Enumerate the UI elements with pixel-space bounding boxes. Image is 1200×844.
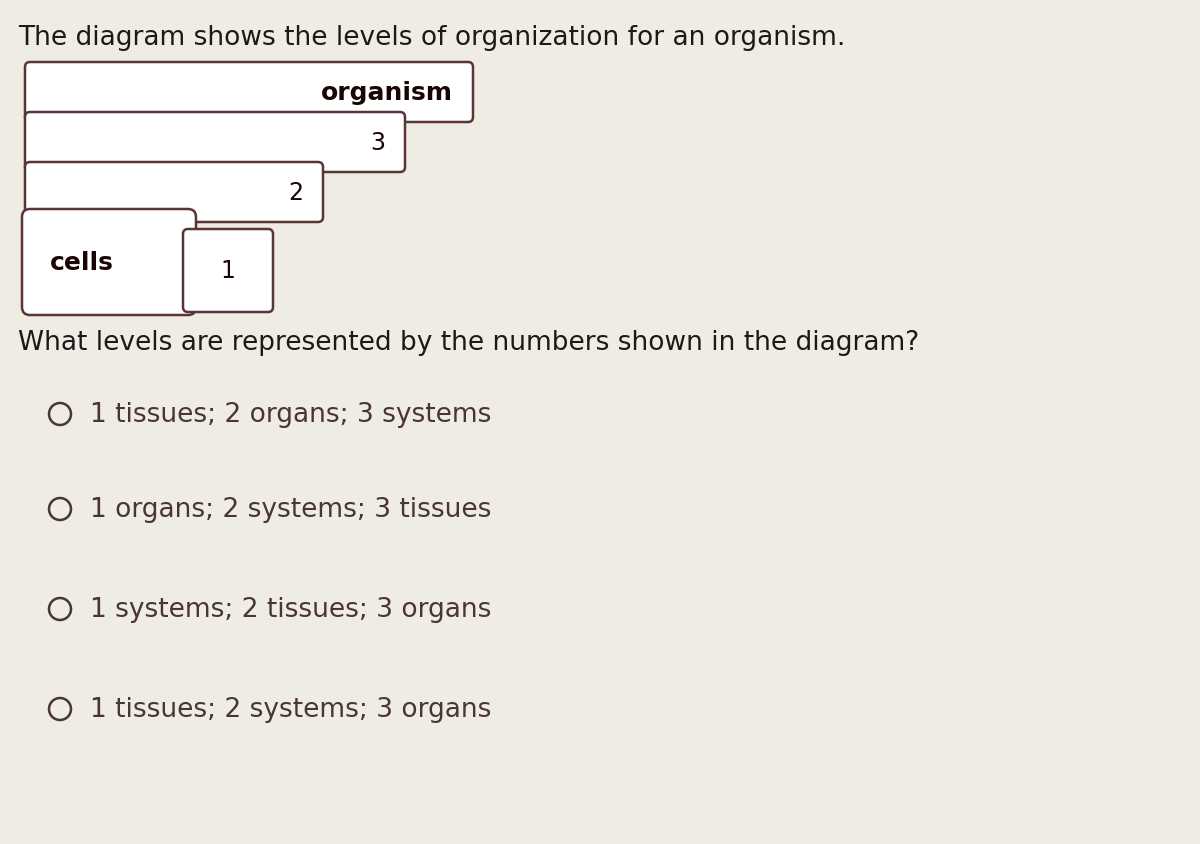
Text: 1 organs; 2 systems; 3 tissues: 1 organs; 2 systems; 3 tissues xyxy=(90,496,491,522)
Text: 1 tissues; 2 organs; 3 systems: 1 tissues; 2 organs; 3 systems xyxy=(90,402,491,428)
Text: organism: organism xyxy=(322,81,454,105)
FancyBboxPatch shape xyxy=(22,210,196,316)
FancyBboxPatch shape xyxy=(184,230,274,312)
Text: 1 tissues; 2 systems; 3 organs: 1 tissues; 2 systems; 3 organs xyxy=(90,696,491,722)
Text: 1: 1 xyxy=(221,259,235,284)
Text: 1 systems; 2 tissues; 3 organs: 1 systems; 2 tissues; 3 organs xyxy=(90,597,491,622)
FancyBboxPatch shape xyxy=(25,63,473,123)
Text: What levels are represented by the numbers shown in the diagram?: What levels are represented by the numbe… xyxy=(18,330,919,355)
FancyBboxPatch shape xyxy=(25,163,323,223)
Text: 3: 3 xyxy=(370,131,385,154)
FancyBboxPatch shape xyxy=(25,113,406,173)
Text: 2: 2 xyxy=(288,181,304,205)
Text: cells: cells xyxy=(50,251,114,274)
Text: The diagram shows the levels of organization for an organism.: The diagram shows the levels of organiza… xyxy=(18,25,845,51)
